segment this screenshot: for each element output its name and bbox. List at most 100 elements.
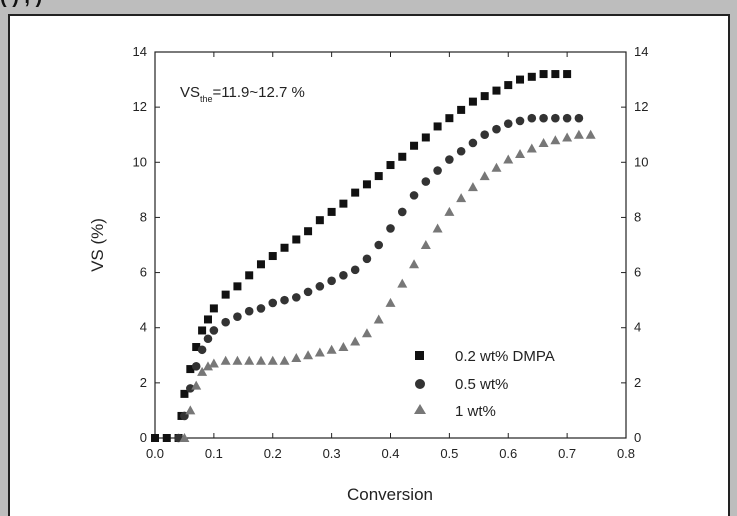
data-point-square [209,304,218,313]
data-point-circle [480,130,490,140]
data-point-circle [539,113,548,123]
data-point-triangle [314,347,325,357]
data-point-circle [303,287,313,297]
data-point-square [539,70,548,79]
svg-text:VSthe=11.9~12.7 %: VSthe=11.9~12.7 % [180,84,305,104]
data-point-triangle [409,259,420,269]
legend-label-0: 0.2 wt% DMPA [455,348,555,365]
data-point-triangle [538,137,549,147]
data-point-triangle [338,342,349,352]
data-point-triangle [185,405,196,415]
data-point-square [362,180,371,189]
data-point-square [292,235,301,244]
series-1 [174,113,584,443]
data-point-square [480,92,489,101]
legend-circle-marker [415,379,425,389]
data-point-circle [233,312,242,321]
data-point-triangle [420,240,431,249]
x-tick-label: 0.3 [323,446,341,461]
data-point-triangle [550,135,561,145]
legend-label-1: 0.5 wt% [455,376,508,393]
data-point-square [186,365,195,374]
data-point-square [245,271,254,280]
data-point-square [398,152,407,161]
y-tick-label: 6 [140,265,147,280]
data-point-triangle [444,206,455,216]
data-point-square [410,141,419,150]
x-tick-label: 0.0 [146,446,164,461]
header-fragment: ( ) , ) [0,0,737,10]
y-tick-label: 10 [133,154,147,169]
data-point-triangle [491,162,502,172]
data-point-square [457,105,466,114]
data-point-square [445,114,454,123]
data-point-square [268,252,277,261]
data-point-triangle [244,355,255,365]
data-point-triangle [456,193,467,203]
data-point-triangle [385,297,396,307]
legend-item-1: 0.5 wt% [415,376,508,393]
data-point-triangle [179,433,190,442]
data-point-triangle [585,129,596,139]
data-point-circle [280,295,289,305]
data-point-circle [456,146,466,156]
legend: 0.2 wt% DMPA 0.5 wt% 1 wt% [414,348,555,420]
data-point-square [280,243,289,252]
y-tick-label-right: 6 [634,265,641,280]
data-point-circle [203,334,213,344]
series-0 [151,70,572,442]
data-point-circle [256,304,266,313]
data-point-triangle [479,171,490,181]
y-tick-label: 12 [133,99,147,114]
y-tick-label-right: 2 [634,375,641,390]
plot-area [154,51,627,439]
data-point-square [203,315,212,324]
y-tick-label-right: 8 [634,209,641,224]
data-point-square [315,216,324,225]
data-point-square [421,133,430,142]
data-point-triangle [303,350,314,360]
annotation: VSthe=11.9~12.7 % [180,84,305,104]
data-point-triangle [220,355,231,365]
y-tick-label: 14 [133,44,147,59]
data-point-triangle [432,223,443,233]
data-point-triangle [373,314,384,324]
data-point-circle [527,113,537,123]
legend-square-marker [415,351,424,360]
data-point-circle [339,271,348,280]
data-point-square [221,290,230,299]
data-point-circle [315,282,325,291]
data-point-square [386,161,395,170]
y-tick-label: 2 [140,375,147,390]
data-point-circle [209,326,219,335]
x-tick-label: 0.2 [264,446,282,461]
data-point-square [468,97,477,106]
y-tick-label: 4 [140,320,147,335]
data-point-circle [562,113,572,123]
data-point-square [504,81,513,90]
y-tick-label-right: 10 [634,154,648,169]
data-point-triangle [326,344,337,354]
data-point-circle [292,293,301,302]
data-point-square [327,207,336,216]
data-point-square [516,75,525,84]
data-point-square [551,70,560,79]
data-point-circle [191,362,201,371]
data-point-triangle [202,361,213,371]
data-point-square [180,389,189,398]
data-point-square [151,434,159,442]
data-point-triangle [562,132,573,142]
x-tick-label: 0.7 [558,446,576,461]
series-2 [179,129,596,442]
data-point-square [527,72,536,81]
data-point-triangle [208,358,219,368]
y-axis-title: VS (%) [88,218,107,272]
data-point-circle [244,306,254,316]
data-point-circle [362,254,372,264]
data-point-circle [468,138,478,148]
data-point-circle [374,240,384,250]
data-point-triangle [515,149,526,159]
data-marks [151,70,596,443]
